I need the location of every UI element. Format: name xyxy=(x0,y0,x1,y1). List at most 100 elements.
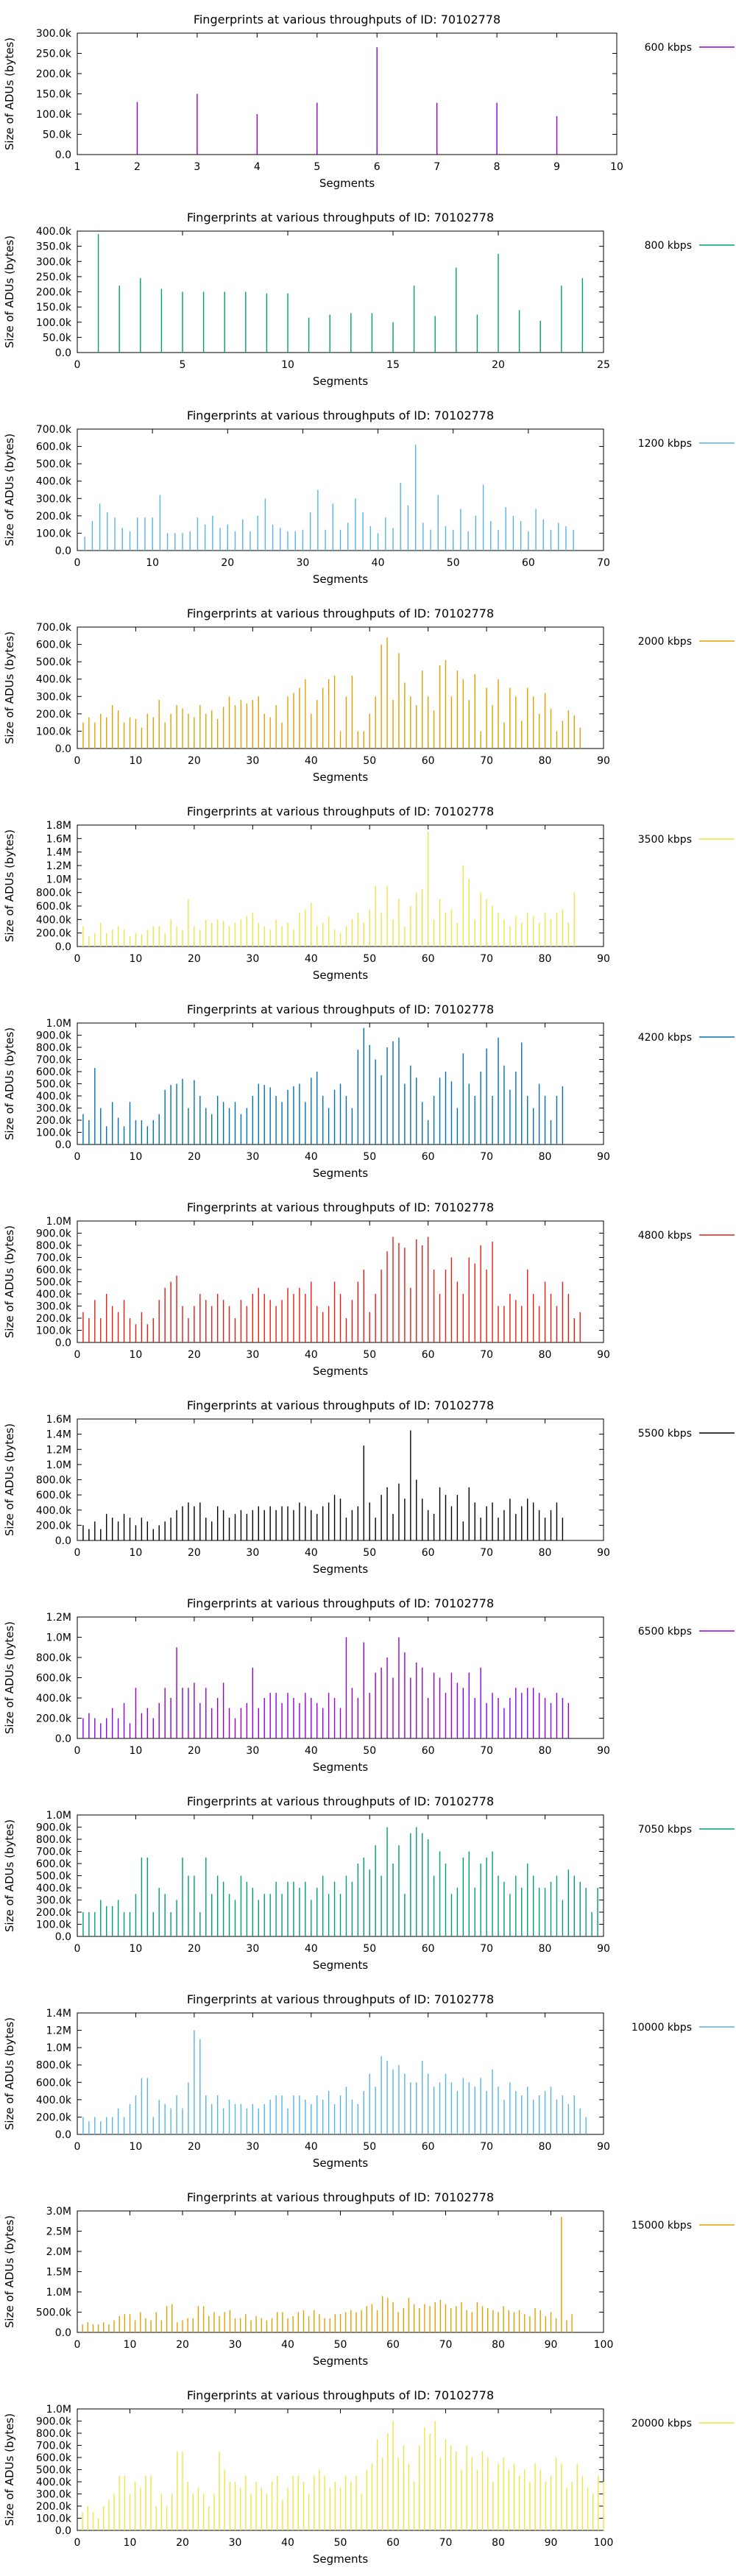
x-tick-label: 90 xyxy=(597,2141,610,2153)
x-tick-label: 5 xyxy=(180,359,186,371)
x-tick-label: 50 xyxy=(363,1943,376,1955)
x-tick-label: 90 xyxy=(545,2339,558,2351)
x-tick-label: 80 xyxy=(539,1943,552,1955)
y-tick-label: 350.0k xyxy=(36,241,72,253)
x-tick-label: 20 xyxy=(188,755,201,767)
x-tick-label: 80 xyxy=(539,953,552,965)
x-tick-label: 60 xyxy=(386,2339,400,2351)
x-tick-label: 30 xyxy=(246,755,259,767)
y-tick-label: 1.4M xyxy=(46,2008,71,2020)
y-tick-label: 1.2M xyxy=(46,2025,71,2037)
legend-label: 20000 kbps xyxy=(631,2418,692,2430)
y-tick-label: 200.0k xyxy=(36,1520,72,1532)
chart-panel: Fingerprints at various throughputs of I… xyxy=(3,13,735,190)
y-axis-label: Size of ADUs (bytes) xyxy=(3,1225,16,1338)
x-tick-label: 0 xyxy=(74,2141,81,2153)
x-tick-label: 7 xyxy=(434,161,440,173)
y-tick-label: 250.0k xyxy=(36,272,72,283)
y-tick-label: 600.0k xyxy=(36,2452,72,2464)
y-tick-label: 0.0 xyxy=(55,1733,71,1745)
y-tick-label: 1.5M xyxy=(46,2267,71,2279)
y-axis-label: Size of ADUs (bytes) xyxy=(3,829,16,942)
legend-label: 3500 kbps xyxy=(638,834,692,846)
chart-panel: Fingerprints at various throughputs of I… xyxy=(3,2388,735,2566)
x-tick-label: 10 xyxy=(130,755,143,767)
y-tick-label: 800.0k xyxy=(36,1834,72,1846)
x-tick-label: 70 xyxy=(597,557,610,569)
y-tick-label: 150.0k xyxy=(36,302,72,314)
y-tick-label: 800.0k xyxy=(36,1042,72,1054)
x-tick-label: 40 xyxy=(281,2537,294,2549)
x-tick-label: 90 xyxy=(597,755,610,767)
y-tick-label: 400.0k xyxy=(36,674,72,686)
plot-frame xyxy=(77,230,604,353)
x-tick-label: 70 xyxy=(480,755,493,767)
legend-label: 15000 kbps xyxy=(631,2220,692,2232)
y-tick-label: 0.0 xyxy=(55,941,71,953)
y-tick-label: 300.0k xyxy=(36,28,72,40)
chart-panel: Fingerprints at various throughputs of I… xyxy=(3,1794,735,1972)
x-tick-label: 90 xyxy=(545,2537,558,2549)
legend-label: 600 kbps xyxy=(645,42,692,54)
x-tick-label: 10 xyxy=(130,1943,143,1955)
x-tick-label: 10 xyxy=(124,2537,137,2549)
x-tick-label: 90 xyxy=(597,1547,610,1559)
y-tick-label: 1.0M xyxy=(46,1632,71,1644)
y-tick-label: 1.6M xyxy=(46,1414,71,1426)
y-tick-label: 400.0k xyxy=(36,1505,72,1517)
x-tick-label: 70 xyxy=(480,1151,493,1163)
x-tick-label: 20 xyxy=(221,557,234,569)
y-tick-label: 200.0k xyxy=(36,2112,72,2123)
x-tick-label: 30 xyxy=(229,2537,242,2549)
x-tick-label: 60 xyxy=(422,2141,435,2153)
x-tick-label: 10 xyxy=(281,359,294,371)
y-tick-label: 200.0k xyxy=(36,709,72,721)
x-tick-label: 20 xyxy=(188,1349,201,1361)
y-tick-label: 200.0k xyxy=(36,1115,72,1127)
y-axis-label: Size of ADUs (bytes) xyxy=(3,1423,16,1536)
x-tick-label: 20 xyxy=(176,2537,189,2549)
x-tick-label: 10 xyxy=(146,557,159,569)
x-tick-label: 60 xyxy=(422,1547,435,1559)
x-tick-label: 70 xyxy=(439,2537,453,2549)
y-tick-label: 400.0k xyxy=(36,1289,72,1301)
legend-label: 5500 kbps xyxy=(638,1428,692,1440)
y-tick-label: 200.0k xyxy=(36,68,72,80)
x-tick-label: 2 xyxy=(134,161,141,173)
x-tick-label: 0 xyxy=(74,1349,81,1361)
y-tick-label: 200.0k xyxy=(36,1713,72,1725)
x-tick-label: 80 xyxy=(539,755,552,767)
chart-panel: Fingerprints at various throughputs of I… xyxy=(3,408,735,586)
y-tick-label: 250.0k xyxy=(36,49,72,60)
x-axis-label: Segments xyxy=(313,1365,369,1378)
y-tick-label: 1.0M xyxy=(46,1216,71,1228)
y-tick-label: 600.0k xyxy=(36,1264,72,1276)
x-tick-label: 70 xyxy=(480,1547,493,1559)
x-axis-label: Segments xyxy=(313,2156,369,2170)
y-tick-label: 1.0M xyxy=(46,2287,71,2299)
x-tick-label: 10 xyxy=(130,1745,143,1757)
y-axis-label: Size of ADUs (bytes) xyxy=(3,2215,16,2328)
y-tick-label: 600.0k xyxy=(36,1490,72,1501)
y-tick-label: 2.0M xyxy=(46,2246,71,2258)
x-tick-label: 9 xyxy=(553,161,560,173)
y-tick-label: 900.0k xyxy=(36,1822,72,1834)
y-tick-label: 300.0k xyxy=(36,1895,72,1907)
y-tick-label: 700.0k xyxy=(36,1055,72,1066)
y-tick-label: 0.0 xyxy=(55,1337,71,1349)
y-axis-label: Size of ADUs (bytes) xyxy=(3,2017,16,2130)
x-tick-label: 0 xyxy=(74,557,81,569)
y-tick-label: 600.0k xyxy=(36,1858,72,1870)
y-tick-label: 2.5M xyxy=(46,2226,71,2238)
y-axis-label: Size of ADUs (bytes) xyxy=(3,1621,16,1734)
x-axis-label: Segments xyxy=(313,375,369,388)
y-tick-label: 0.0 xyxy=(55,2327,71,2339)
y-tick-label: 1.2M xyxy=(46,1612,71,1624)
x-tick-label: 0 xyxy=(74,1745,81,1757)
x-axis-label: Segments xyxy=(313,1958,369,1972)
legend-label: 800 kbps xyxy=(645,240,692,252)
x-tick-label: 80 xyxy=(539,1349,552,1361)
x-tick-label: 40 xyxy=(305,1151,318,1163)
x-tick-label: 10 xyxy=(130,1151,143,1163)
y-axis-label: Size of ADUs (bytes) xyxy=(3,2413,16,2526)
